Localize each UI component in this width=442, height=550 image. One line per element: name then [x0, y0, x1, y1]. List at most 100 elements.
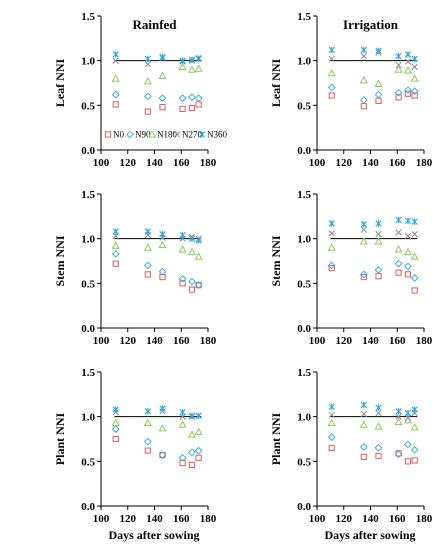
x-tick-label: 140 — [146, 157, 163, 169]
point-n0 — [360, 103, 367, 110]
point-n90 — [327, 433, 336, 442]
legend-marker — [126, 130, 134, 139]
y-axis-title: Leaf NNI — [269, 59, 283, 108]
point-n90 — [410, 445, 419, 454]
point-n360 — [195, 412, 202, 419]
point-n180 — [327, 418, 336, 427]
point-n270 — [395, 61, 402, 69]
point-n180 — [394, 245, 403, 253]
point-n90 — [359, 96, 368, 104]
point-n270 — [360, 226, 367, 233]
point-n0 — [112, 101, 119, 108]
x-tick-label: 120 — [120, 513, 137, 525]
point-n90 — [188, 448, 196, 457]
point-n270 — [411, 231, 418, 238]
point-n0 — [411, 287, 418, 294]
x-axis-title-right: Days after sowing — [324, 528, 415, 542]
point-n0 — [328, 92, 335, 99]
point-n180 — [359, 237, 368, 245]
panel-4: 0.0 0.5 1.0 1.5 100 120 140 160 180 Plant NNI — [53, 367, 217, 525]
point-n360 — [179, 57, 186, 64]
point-n0 — [112, 435, 119, 443]
x-tick-label: 140 — [362, 157, 379, 169]
point-n0 — [159, 104, 166, 111]
point-n180 — [178, 245, 187, 253]
point-n90 — [374, 266, 383, 274]
point-n180 — [327, 68, 336, 77]
point-n180 — [410, 74, 419, 82]
point-n360 — [411, 406, 418, 413]
point-n90 — [394, 450, 403, 459]
point-n180 — [403, 66, 412, 74]
x-tick-label: 160 — [389, 157, 406, 169]
x-tick-label: 100 — [93, 335, 110, 347]
point-n90 — [111, 90, 120, 99]
y-tick-label: 1.5 — [297, 11, 311, 23]
point-n0 — [360, 453, 367, 460]
point-n360 — [195, 55, 202, 63]
point-n90 — [374, 444, 383, 452]
point-n360 — [395, 408, 402, 415]
y-tick-label: 0.0 — [81, 145, 95, 157]
point-n90 — [188, 277, 196, 286]
point-n360 — [328, 220, 335, 227]
legend-marker — [147, 130, 157, 138]
point-n270 — [404, 232, 412, 240]
point-n360 — [144, 55, 152, 63]
y-tick-label: 0.5 — [297, 278, 311, 290]
point-n90 — [194, 94, 203, 103]
point-n0 — [188, 104, 196, 112]
x-tick-label: 140 — [362, 513, 379, 525]
legend-marker — [104, 131, 112, 138]
point-n360 — [360, 221, 368, 228]
point-n90 — [410, 87, 419, 95]
x-tick-label: 160 — [389, 335, 406, 347]
point-n360 — [328, 403, 335, 411]
x-tick-label: 180 — [416, 157, 433, 169]
legend-label: N180 — [157, 129, 177, 139]
point-n360 — [404, 51, 412, 58]
panel-3: 0.0 0.5 1.0 1.5 100 120 140 160 180 Stem NNI — [269, 189, 433, 347]
point-n180 — [394, 65, 403, 73]
point-n180 — [111, 241, 120, 249]
point-n90 — [410, 274, 419, 282]
point-n90 — [143, 92, 152, 101]
point-n360 — [395, 216, 402, 224]
point-n0 — [179, 280, 186, 287]
point-n360 — [328, 46, 335, 54]
point-n90 — [194, 281, 203, 290]
point-n90 — [143, 261, 152, 270]
panel-title: Rainfed — [132, 17, 177, 32]
point-n90 — [158, 451, 167, 459]
point-n0 — [144, 271, 151, 278]
point-n360 — [179, 409, 186, 416]
point-n180 — [410, 423, 419, 431]
point-n360 — [159, 231, 166, 238]
point-n360 — [112, 51, 119, 58]
point-n0 — [112, 260, 119, 267]
point-n360 — [375, 404, 382, 411]
point-n180 — [359, 76, 368, 84]
point-n270 — [375, 231, 382, 238]
point-n0 — [375, 97, 382, 104]
y-tick-label: 1.5 — [297, 189, 311, 201]
point-n90 — [178, 94, 187, 103]
point-n90 — [327, 261, 336, 270]
y-tick-label: 1.5 — [81, 11, 95, 23]
y-tick-label: 0.5 — [297, 100, 311, 112]
panel-title: Irrigation — [343, 17, 399, 32]
point-n90 — [188, 93, 196, 102]
y-tick-label: 0.5 — [81, 456, 95, 468]
y-tick-label: 1.0 — [81, 56, 95, 68]
point-n180 — [194, 427, 203, 435]
point-n270 — [112, 57, 119, 64]
point-n360 — [159, 53, 166, 61]
x-tick-label: 120 — [336, 335, 353, 347]
point-n270 — [395, 229, 402, 236]
x-tick-label: 140 — [362, 335, 379, 347]
point-n360 — [360, 46, 368, 54]
x-tick-label: 180 — [200, 513, 217, 525]
x-tick-label: 160 — [389, 513, 406, 525]
y-axis-title: Stem NNI — [53, 235, 67, 286]
